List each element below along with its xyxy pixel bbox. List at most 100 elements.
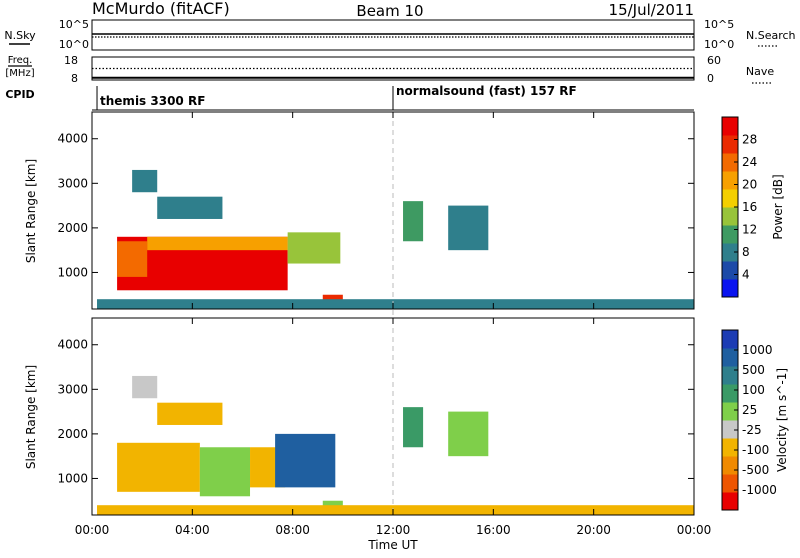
velocity-colorbar-swatch-2 xyxy=(722,456,738,475)
velocity-region-1 xyxy=(199,447,251,497)
power-colorbar-swatch-1 xyxy=(722,261,738,280)
velocity-colorbar xyxy=(722,330,738,511)
noise-right-label: N.Search xyxy=(746,29,796,42)
freq-left-label-2: [MHz] xyxy=(5,68,34,79)
power-colorbar-tick-label-6: 28 xyxy=(742,133,757,147)
velocity-ytick-label-0: 1000 xyxy=(57,471,88,485)
power-colorbar-tick-label-1: 8 xyxy=(742,245,750,259)
power-colorbar-tick-label-0: 4 xyxy=(742,268,750,282)
power-colorbar-swatch-3 xyxy=(722,225,738,244)
power-colorbar-label: Power [dB] xyxy=(771,174,785,239)
x-tick-label-2: 08:00 xyxy=(275,523,310,537)
power-colorbar-swatch-9 xyxy=(722,117,738,136)
power-colorbar-tick-label-4: 20 xyxy=(742,178,757,192)
power-ytick-label-1: 2000 xyxy=(57,221,88,235)
power-colorbar-swatch-8 xyxy=(722,135,738,154)
date-title: 15/Jul/2011 xyxy=(609,1,694,19)
velocity-region-8 xyxy=(448,411,489,457)
velocity-colorbar-swatch-1 xyxy=(722,474,738,493)
power-ytick-label-0: 1000 xyxy=(57,265,88,279)
velocity-colorbar-tick-label-2: -100 xyxy=(742,443,769,457)
velocity-colorbar-swatch-3 xyxy=(722,438,738,457)
noise-right-tick-top: 10^5 xyxy=(704,18,734,31)
power-colorbar-tick-label-5: 24 xyxy=(742,155,757,169)
power-colorbar-ticks: 4 8 12 16 20 24 28 xyxy=(734,133,757,282)
velocity-colorbar-label: Velocity [m s^-1] xyxy=(775,368,789,472)
velocity-colorbar-swatch-8 xyxy=(722,348,738,367)
velocity-colorbar-ticks: -1000 -500 -100 -25 25 100 500 1000 xyxy=(734,343,777,497)
power-colorbar-swatch-4 xyxy=(722,207,738,226)
power-y-ticks: 1000 2000 3000 4000 xyxy=(57,132,694,279)
velocity-region-0 xyxy=(117,442,200,492)
power-region-6 xyxy=(157,196,223,219)
power-region-1 xyxy=(117,241,148,277)
power-colorbar-swatch-2 xyxy=(722,243,738,262)
velocity-colorbar-swatch-6 xyxy=(722,384,738,403)
velocity-y-ticks: 1000 2000 3000 4000 xyxy=(57,338,694,485)
velocity-colorbar-tick-label-3: -25 xyxy=(742,423,762,437)
velocity-colorbar-tick-label-6: 500 xyxy=(742,363,765,377)
x-tick-label-4: 16:00 xyxy=(476,523,511,537)
velocity-colorbar-swatch-0 xyxy=(722,492,738,511)
velocity-region-7 xyxy=(403,407,424,448)
velocity-colorbar-frame xyxy=(721,329,739,511)
freq-right-tick-bottom: 0 xyxy=(707,72,714,85)
freq-left-label-1: Freq. xyxy=(8,55,33,66)
noise-right-tick-bottom: 10^0 xyxy=(704,38,734,51)
power-region-8 xyxy=(448,205,489,251)
noise-left-tick-bottom: 10^0 xyxy=(59,38,89,51)
velocity-colorbar-tick-label-4: 25 xyxy=(742,403,757,417)
beam-title: Beam 10 xyxy=(356,2,423,20)
x-tick-label-6: 00:00 xyxy=(677,523,712,537)
power-colorbar-swatch-0 xyxy=(722,279,738,298)
x-tick-label-3: 12:00 xyxy=(376,523,411,537)
radar-title: McMurdo (fitACF) xyxy=(92,0,230,18)
velocity-region-6 xyxy=(157,402,223,425)
velocity-ytick-label-1: 2000 xyxy=(57,427,88,441)
cpid-mode-0: themis 3300 RF xyxy=(100,94,205,108)
power-colorbar-swatch-7 xyxy=(722,153,738,172)
freq-left-tick-bottom: 8 xyxy=(71,72,78,85)
velocity-colorbar-swatch-4 xyxy=(722,420,738,439)
power-region-3 xyxy=(287,232,341,264)
velocity-colorbar-tick-label-7: 1000 xyxy=(742,343,773,357)
power-region-7 xyxy=(403,201,424,242)
velocity-colorbar-swatch-7 xyxy=(722,366,738,385)
power-colorbar-tick-label-3: 16 xyxy=(742,200,757,214)
velocity-region-9 xyxy=(97,505,695,515)
power-region-2 xyxy=(147,236,288,251)
noise-left-tick-top: 10^5 xyxy=(59,18,89,31)
x-tick-label-5: 20:00 xyxy=(576,523,611,537)
power-ytick-label-2: 3000 xyxy=(57,176,88,190)
freq-right-tick-top: 60 xyxy=(707,54,721,67)
velocity-colorbar-swatch-9 xyxy=(722,330,738,349)
power-colorbar-swatch-6 xyxy=(722,171,738,190)
freq-right-label: Nave xyxy=(746,65,774,78)
x-axis-ticks xyxy=(91,112,695,515)
freq-left-tick-top: 18 xyxy=(64,54,78,67)
velocity-colorbar-tick-label-1: -500 xyxy=(742,463,769,477)
power-region-5 xyxy=(132,169,158,193)
x-axis-label: Time UT xyxy=(367,538,418,552)
velocity-ytick-label-2: 3000 xyxy=(57,382,88,396)
power-y-label: Slant Range [km] xyxy=(24,159,38,263)
power-ytick-label-3: 4000 xyxy=(57,132,88,146)
velocity-colorbar-tick-label-5: 100 xyxy=(742,383,765,397)
cpid-mode-1: normalsound (fast) 157 RF xyxy=(396,84,577,98)
power-region-9 xyxy=(97,299,695,309)
velocity-heatmap xyxy=(97,375,695,515)
velocity-colorbar-swatch-5 xyxy=(722,402,738,421)
x-tick-label-0: 00:00 xyxy=(75,523,110,537)
velocity-y-label: Slant Range [km] xyxy=(24,365,38,469)
power-heatmap xyxy=(97,169,695,309)
noise-panel-frame xyxy=(91,19,695,51)
noise-left-label: N.Sky xyxy=(4,29,36,42)
velocity-region-5 xyxy=(132,375,158,399)
power-colorbar-swatch-5 xyxy=(722,189,738,208)
cpid-label: CPID xyxy=(5,88,34,101)
velocity-ytick-label-3: 4000 xyxy=(57,338,88,352)
x-tick-label-1: 04:00 xyxy=(175,523,210,537)
velocity-region-3 xyxy=(275,433,336,488)
velocity-colorbar-tick-label-0: -1000 xyxy=(742,483,777,497)
